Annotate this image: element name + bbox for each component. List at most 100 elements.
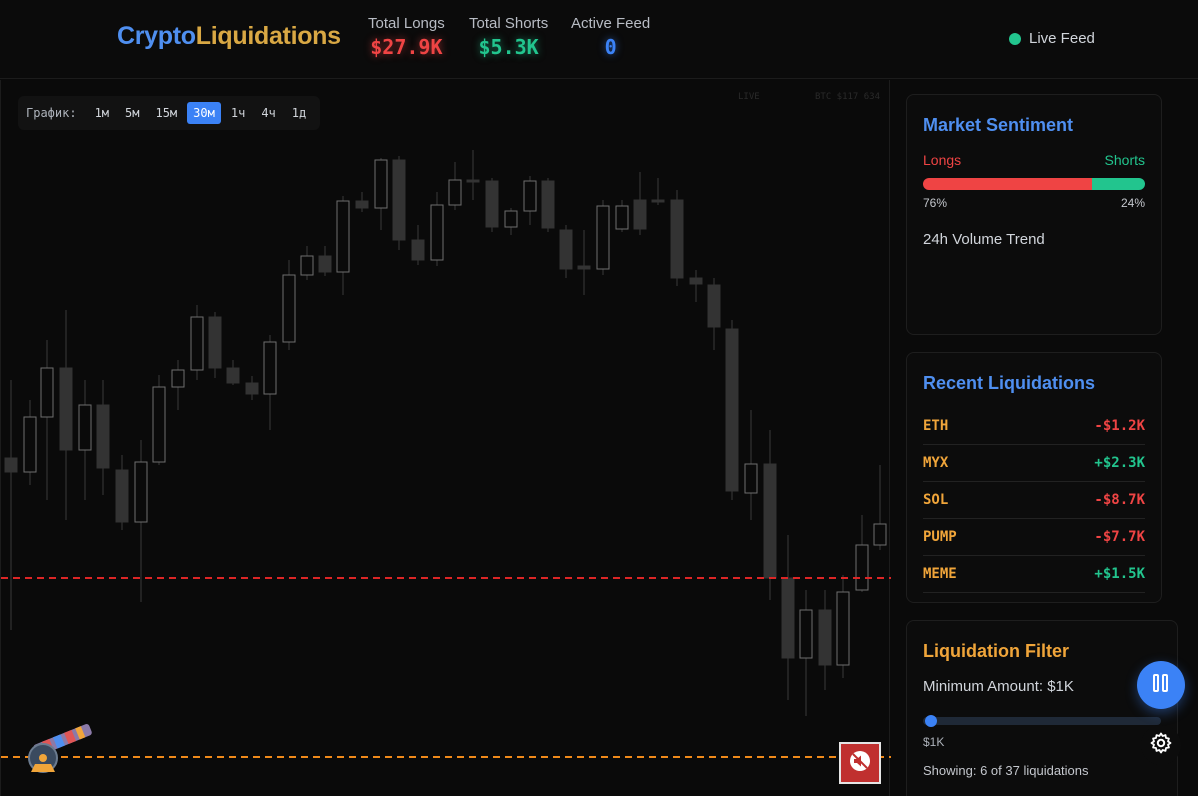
- candle-body: [466, 179, 480, 183]
- liquidation-symbol: MEME: [923, 566, 957, 582]
- candle-body: [115, 469, 129, 523]
- candle-body: [504, 210, 518, 228]
- candle-body: [744, 463, 758, 494]
- candle-body: [208, 316, 222, 369]
- list-item[interactable]: SOL -$8.7K: [923, 482, 1145, 519]
- longs-percent: 76%: [923, 196, 948, 210]
- live-feed-indicator: Live Feed: [1009, 30, 1095, 47]
- candle-body: [263, 341, 277, 395]
- candle-body: [596, 205, 610, 270]
- candle-body: [411, 239, 425, 261]
- sentiment-percentages: 76% 24%: [923, 196, 1145, 210]
- recent-liquidations-panel: Recent Liquidations ETH -$1.2K MYX +$2.3…: [906, 352, 1162, 603]
- stat-value: $27.9K: [370, 35, 443, 59]
- candle-body: [485, 180, 499, 228]
- pause-icon: [1152, 673, 1170, 698]
- timeframe-selector: График: 1м 5м 15м 30м 1ч 4ч 1д: [18, 96, 321, 130]
- candle-body: [523, 180, 537, 212]
- candle-body: [171, 369, 185, 388]
- cannon-icon: [23, 720, 99, 785]
- showing-count: Showing: 6 of 37 liquidations: [923, 763, 1089, 778]
- longs-label: Longs: [923, 152, 962, 168]
- candle-body: [355, 200, 369, 209]
- timeframe-30m-button[interactable]: 30м: [187, 102, 221, 124]
- candle-body: [577, 265, 591, 270]
- candle-body: [59, 367, 73, 451]
- candle-body: [40, 367, 54, 418]
- stat-total-shorts: Total Shorts $5.3K: [469, 15, 548, 59]
- market-sentiment-panel: Market Sentiment Longs Shorts 76% 24% 24…: [906, 94, 1162, 335]
- candle-body: [152, 386, 166, 463]
- timeframe-1m-button[interactable]: 1м: [94, 106, 110, 120]
- timeframe-1d-button[interactable]: 1д: [291, 106, 307, 120]
- candle-body: [707, 284, 721, 328]
- liquidation-symbol: PUMP: [923, 529, 957, 545]
- app-logo[interactable]: CryptoLiquidations: [117, 22, 341, 51]
- candle-body: [336, 200, 350, 273]
- minimum-amount-label: Minimum Amount: $1K: [923, 678, 1074, 695]
- logo-liquidations: Liquidations: [195, 22, 341, 50]
- list-item[interactable]: MEME +$1.5K: [923, 556, 1145, 593]
- candle-body: [318, 255, 332, 273]
- timeframe-5m-button[interactable]: 5м: [125, 106, 140, 120]
- candle-body: [855, 544, 869, 591]
- logo-crypto: Crypto: [117, 22, 196, 50]
- list-item[interactable]: ETH -$1.2K: [923, 408, 1145, 445]
- stat-label: Total Shorts: [469, 15, 549, 32]
- candle-body: [374, 159, 388, 209]
- liquidation-symbol: SOL: [923, 492, 949, 508]
- pause-feed-button[interactable]: [1137, 661, 1185, 709]
- candle-body: [651, 199, 665, 203]
- market-sentiment-title: Market Sentiment: [923, 115, 1074, 135]
- candle-body: [4, 457, 18, 473]
- candle-body: [633, 199, 647, 230]
- live-feed-label: Live Feed: [1029, 30, 1095, 47]
- candle-body: [226, 367, 240, 384]
- liquidation-amount: -$7.7K: [1094, 529, 1145, 545]
- shorts-percent: 24%: [1120, 196, 1145, 210]
- list-item[interactable]: MYX +$2.3K: [923, 445, 1145, 482]
- stat-label: Total Longs: [368, 15, 445, 32]
- liquidation-symbol: ETH: [923, 418, 949, 434]
- stat-value: 0: [604, 35, 617, 59]
- liquidation-list: ETH -$1.2K MYX +$2.3K SOL -$8.7K PUMP -$…: [923, 408, 1145, 593]
- candle-body: [23, 416, 37, 473]
- timeframe-label: График:: [26, 106, 77, 120]
- candle-body: [300, 255, 314, 276]
- recent-liquidations-title: Recent Liquidations: [923, 373, 1096, 393]
- timeframe-15m-button[interactable]: 15м: [155, 106, 178, 120]
- candle-body: [615, 205, 629, 230]
- candle-body: [781, 577, 795, 659]
- stat-label: Active Feed: [571, 15, 651, 32]
- candle-body: [392, 159, 406, 241]
- liquidation-filter-title: Liquidation Filter: [923, 641, 1069, 661]
- slider-range: $1K $: [923, 735, 1161, 749]
- candle-body: [873, 523, 887, 546]
- candle-body: [763, 463, 777, 579]
- candle-body: [818, 609, 832, 666]
- slider-thumb[interactable]: [925, 715, 937, 727]
- liquidation-amount: +$1.5K: [1094, 566, 1145, 582]
- liquidation-amount: -$8.7K: [1094, 492, 1145, 508]
- mute-sound-button[interactable]: [839, 742, 881, 784]
- candle-body: [799, 609, 813, 659]
- candle-body: [541, 180, 555, 229]
- candle-body: [430, 204, 444, 261]
- liquidation-symbol: MYX: [923, 455, 949, 471]
- sentiment-longs-fill: [923, 178, 1092, 190]
- liquidation-filter-panel: Liquidation Filter Minimum Amount: $1K $…: [906, 620, 1178, 796]
- candle-body: [670, 199, 684, 279]
- minimum-amount-slider[interactable]: [923, 715, 1161, 727]
- sentiment-shorts-fill: [1091, 178, 1145, 190]
- sentiment-bar: [923, 178, 1145, 190]
- list-item[interactable]: PUMP -$7.7K: [923, 519, 1145, 556]
- candle-body: [559, 229, 573, 270]
- sentiment-labels: Longs Shorts: [923, 152, 1145, 168]
- settings-button[interactable]: [1141, 725, 1181, 765]
- candlestick-chart: [1, 150, 891, 758]
- timeframe-4h-button[interactable]: 4ч: [261, 106, 276, 120]
- timeframe-1h-button[interactable]: 1ч: [230, 106, 246, 120]
- watermark-price: BTC $117 634: [815, 92, 881, 102]
- price-chart[interactable]: График: 1м 5м 15м 30м 1ч 4ч 1д LIVE BTC …: [0, 80, 891, 796]
- stat-total-longs: Total Longs $27.9K: [368, 15, 445, 59]
